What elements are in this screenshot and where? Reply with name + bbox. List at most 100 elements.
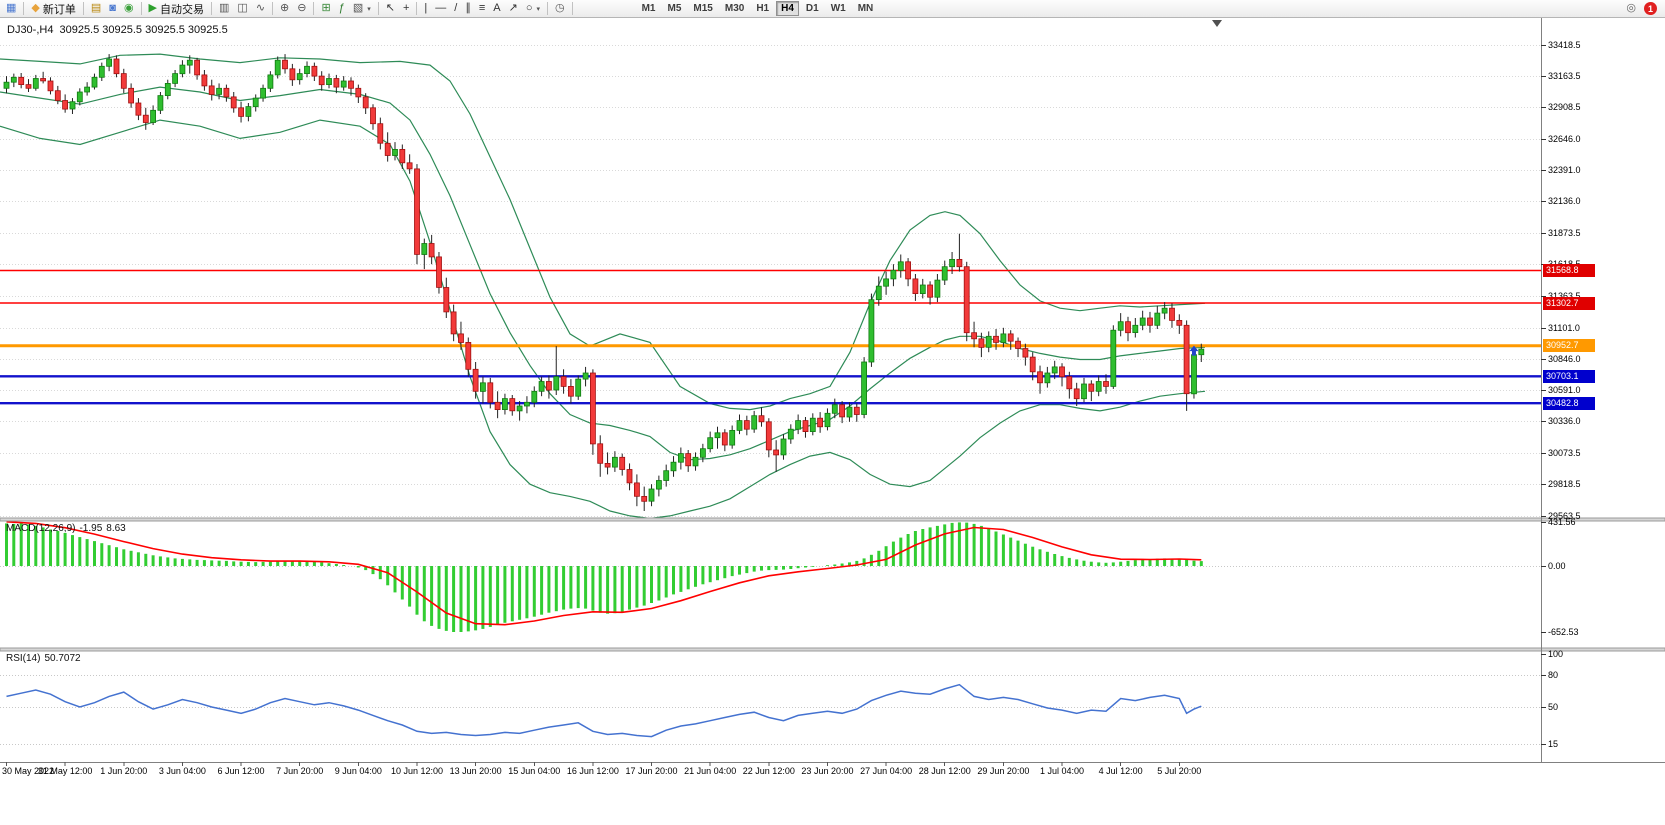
indicators-icon[interactable]: ƒ	[335, 1, 349, 17]
arrows-icon[interactable]: ↗	[505, 1, 522, 17]
new-order-label: 新订单	[42, 3, 76, 16]
candle	[274, 59, 281, 76]
candle	[758, 415, 765, 423]
line-chart-icon[interactable]: ∿	[252, 1, 269, 17]
candle	[377, 123, 384, 144]
candle	[787, 428, 794, 440]
candle	[765, 421, 772, 451]
candle	[172, 73, 179, 84]
timeframe-mn[interactable]: MN	[857, 3, 874, 14]
arrow-up-object[interactable]	[1189, 345, 1199, 356]
candle	[897, 261, 904, 271]
bollinger-upper-band	[0, 53, 1206, 411]
channel-icon[interactable]: ∥	[461, 1, 475, 17]
candle	[553, 376, 560, 391]
candle	[201, 74, 208, 87]
macd-panel[interactable]	[0, 521, 1542, 648]
text-icon[interactable]: A	[489, 1, 504, 17]
rsi-panel[interactable]	[0, 651, 1542, 762]
refresh-icon[interactable]: ◉	[120, 1, 138, 17]
candle	[494, 401, 501, 410]
timeframe-w1[interactable]: W1	[830, 3, 846, 14]
vertical-line-icon: |	[424, 2, 428, 14]
dropdown-caret-icon: ▾	[367, 5, 371, 13]
horizontal-line-icon: —	[435, 2, 447, 14]
candle	[428, 243, 435, 258]
candle	[355, 87, 362, 98]
timeframe-m30[interactable]: M30	[724, 3, 745, 14]
candle	[1117, 321, 1124, 331]
main-chart-panel[interactable]	[0, 18, 1542, 518]
candle	[678, 453, 684, 463]
cursor-icon[interactable]: ↖	[382, 1, 399, 17]
bar-chart-icon[interactable]: ▥	[215, 1, 233, 17]
candle	[956, 258, 963, 268]
candle	[795, 420, 801, 430]
candle	[479, 382, 486, 392]
zoom-in-icon[interactable]: ⊕	[276, 1, 293, 17]
chart-shift-marker[interactable]	[1212, 20, 1222, 27]
candle	[135, 102, 142, 116]
candle	[809, 417, 816, 433]
profile-icon[interactable]: ◙	[105, 1, 120, 17]
candle	[157, 95, 164, 111]
fibonacci-icon[interactable]: ≡	[475, 1, 489, 17]
templates-icon[interactable]: ▧ ▾	[349, 1, 375, 17]
candle	[62, 100, 68, 110]
timeframe-h4[interactable]: H4	[776, 1, 799, 16]
clock-icon[interactable]: ◷	[551, 1, 569, 17]
tile-windows-icon[interactable]: ⊞	[317, 1, 334, 17]
candle	[861, 361, 867, 415]
candles-layer	[3, 54, 1205, 511]
notification-badge[interactable]: 1	[1644, 2, 1657, 15]
timeframe-d1[interactable]: D1	[805, 3, 819, 14]
time-axis[interactable]	[0, 762, 1665, 780]
shapes-icon[interactable]: ○ ▾	[522, 1, 544, 17]
candle	[780, 438, 787, 456]
toolbar-separator	[313, 2, 315, 15]
candle	[612, 456, 618, 468]
timeframe-m15[interactable]: M15	[693, 3, 713, 14]
toolbar: ▦ ◆ 新订单 ▤ ◙ ◉ ▶ 自动交易 ▥ ◫ ∿ ⊕ ⊖ ⊞ ƒ ▧ ▾ ↖ + | — / ∥ ≡ A ↗ ○ ▾ ◷ M1 M5 M1…	[0, 0, 1665, 18]
horizontal-line-icon[interactable]: —	[431, 1, 450, 17]
candle	[289, 68, 296, 81]
timeframe-m5[interactable]: M5	[667, 3, 682, 14]
candle	[18, 76, 25, 86]
candle	[743, 420, 750, 430]
candle	[905, 261, 911, 280]
candle	[3, 81, 10, 89]
crosshair-icon[interactable]: +	[399, 1, 413, 17]
candle	[333, 78, 340, 88]
candle	[142, 114, 149, 123]
candle	[414, 168, 420, 255]
candle	[875, 285, 882, 301]
candle	[568, 385, 574, 397]
candle	[186, 59, 193, 66]
candle	[1125, 321, 1131, 334]
zoom-out-icon[interactable]: ⊖	[293, 1, 310, 17]
candle	[949, 258, 955, 268]
autotrading-button[interactable]: ▶ 自动交易	[145, 1, 208, 17]
toolbar-separator	[82, 2, 84, 15]
timeframe-m1[interactable]: M1	[641, 3, 656, 14]
candle	[1051, 366, 1058, 374]
candlestick-chart-icon[interactable]: ◫	[233, 1, 251, 17]
new-order-button[interactable]: ◆ 新订单	[27, 1, 79, 17]
trendline-icon[interactable]: /	[450, 1, 461, 17]
toolbar-right-group: ◎ 1	[1626, 2, 1663, 15]
terminal-window-icon[interactable]: ▦	[2, 1, 20, 17]
candle	[10, 76, 17, 83]
candle	[230, 96, 237, 109]
chart-list-icon[interactable]: ▤	[87, 1, 105, 17]
candle	[164, 83, 171, 97]
tile-windows-icon: ⊞	[321, 2, 331, 14]
candle	[1022, 348, 1029, 358]
vertical-line-icon[interactable]: |	[420, 1, 431, 17]
candle	[736, 420, 743, 431]
candle	[1183, 324, 1190, 395]
search-icon[interactable]: ◎	[1626, 2, 1636, 14]
price-scale[interactable]	[1542, 18, 1665, 762]
candle	[582, 372, 589, 380]
timeframe-h1[interactable]: H1	[756, 3, 770, 14]
